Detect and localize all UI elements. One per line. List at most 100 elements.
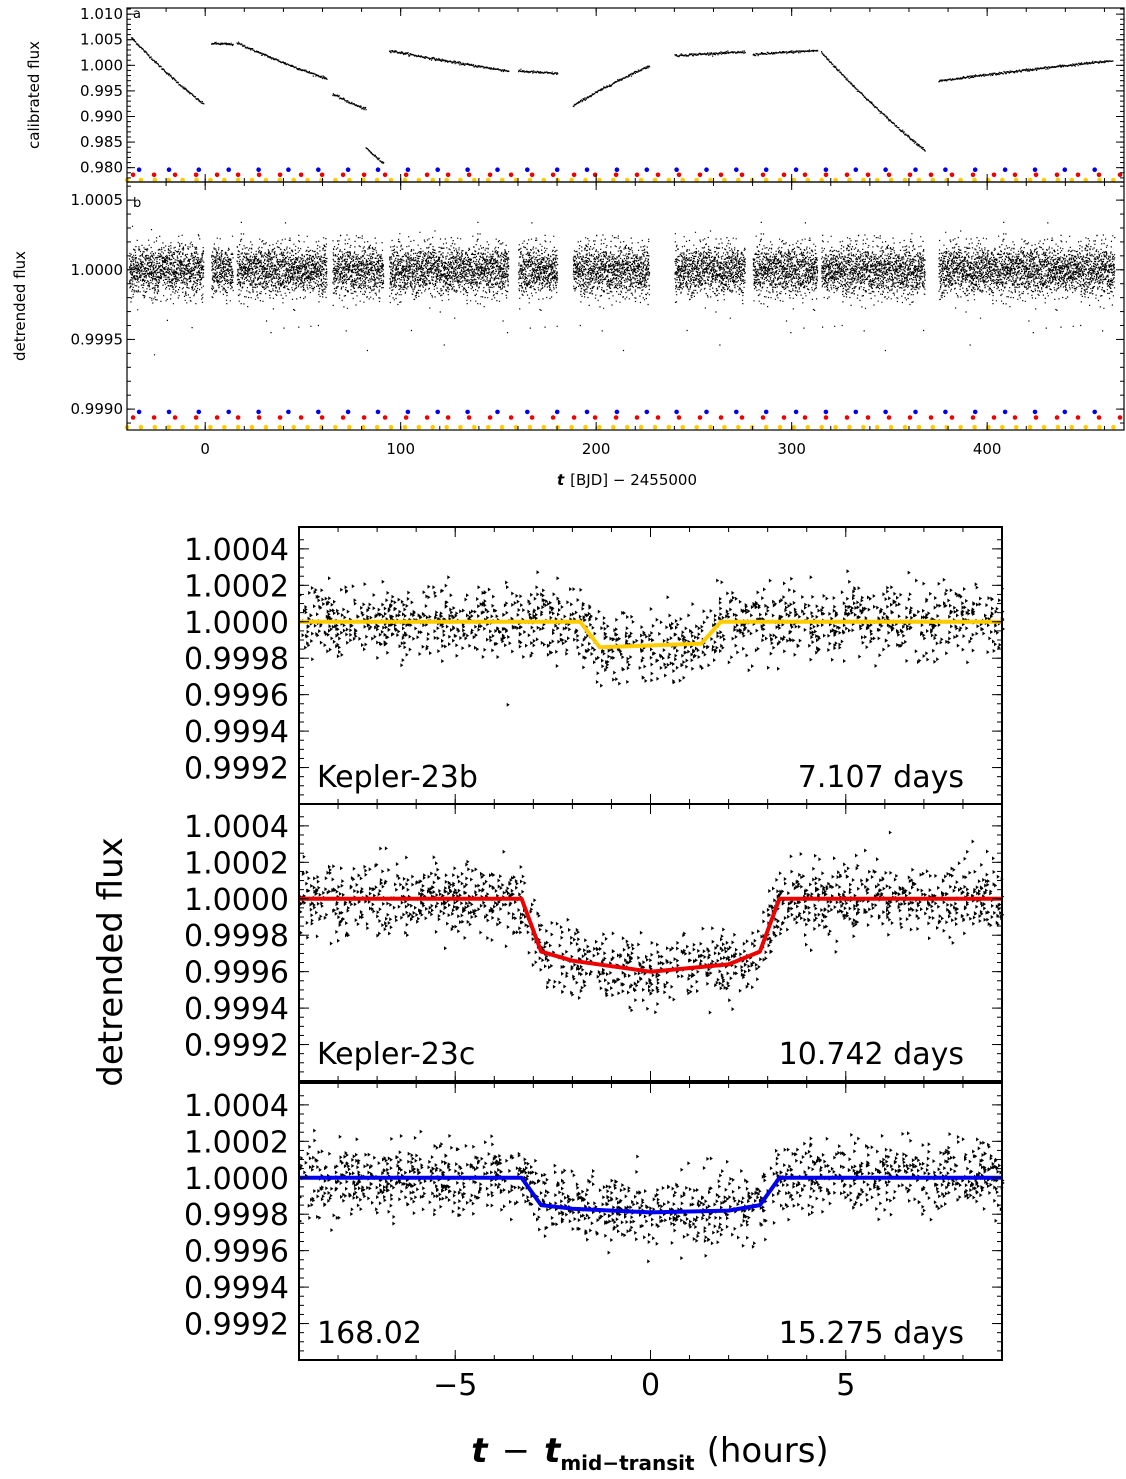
transit-marker bbox=[943, 409, 948, 415]
transit-marker bbox=[340, 415, 346, 420]
panel-a-ytick-label: 0.995 bbox=[80, 82, 123, 100]
transit-marker bbox=[736, 177, 741, 183]
transit-marker bbox=[487, 415, 493, 420]
transit-marker bbox=[694, 424, 699, 430]
transit-marker bbox=[361, 172, 367, 178]
folded-points-kepler-23b bbox=[299, 569, 1005, 707]
transit-marker bbox=[388, 177, 394, 183]
transit-marker bbox=[298, 415, 304, 420]
transit-marker bbox=[874, 177, 880, 183]
transit-marker bbox=[708, 177, 713, 183]
transit-marker bbox=[655, 172, 661, 178]
folded-ytick-label: 0.9998 bbox=[184, 919, 289, 954]
transit-marker bbox=[445, 415, 451, 420]
panel-a-frame bbox=[126, 7, 1125, 183]
panel-a-calibrated-flux: 1.010 1.005 1.000 0.995 0.990 0.985 0.980 a ca… bbox=[25, 5, 1125, 183]
transit-marker bbox=[1117, 172, 1123, 178]
transit-marker bbox=[718, 415, 724, 420]
transit-marker bbox=[1032, 409, 1038, 415]
transit-marker bbox=[374, 424, 380, 430]
transit-marker bbox=[676, 415, 682, 420]
transit-marker bbox=[624, 177, 630, 183]
transit-marker bbox=[928, 415, 934, 420]
transit-marker bbox=[644, 167, 650, 172]
transit-marker bbox=[316, 409, 321, 415]
transit-marker bbox=[226, 167, 231, 172]
folded-ytick-label: 1.0000 bbox=[184, 606, 289, 641]
transit-marker bbox=[886, 415, 892, 420]
transit-model-kepler-23b bbox=[299, 619, 1002, 650]
transit-marker bbox=[1097, 177, 1102, 183]
transit-marker bbox=[130, 415, 136, 420]
transit-marker bbox=[583, 177, 588, 183]
folded-xtick-label: 5 bbox=[836, 1368, 855, 1403]
transit-marker bbox=[638, 424, 644, 430]
transit-marker bbox=[1027, 424, 1033, 430]
transit-marker bbox=[972, 177, 977, 183]
transit-marker bbox=[277, 172, 283, 178]
transit-marker bbox=[597, 177, 602, 183]
transit-marker bbox=[1012, 415, 1018, 420]
transit-marker bbox=[652, 424, 658, 430]
transit-marker bbox=[465, 167, 470, 172]
transit-marker bbox=[527, 177, 533, 183]
transit-marker bbox=[704, 409, 709, 415]
transit-marker bbox=[1013, 177, 1019, 183]
panel-b-xtick-label: 0 bbox=[200, 440, 210, 458]
transit-marker bbox=[781, 172, 787, 178]
transit-marker bbox=[138, 424, 144, 430]
transit-marker bbox=[655, 415, 661, 420]
transit-marker bbox=[222, 177, 227, 183]
transit-marker bbox=[1083, 424, 1088, 430]
transit-marker bbox=[485, 177, 491, 183]
transit-marker bbox=[485, 424, 491, 430]
transit-marker bbox=[694, 177, 699, 183]
transit-marker bbox=[865, 415, 871, 420]
transit-marker bbox=[793, 409, 799, 415]
transit-marker bbox=[913, 167, 918, 172]
panel-b-ytick-label: 0.9990 bbox=[71, 400, 124, 418]
transit-marker bbox=[666, 424, 672, 430]
folded-panel-168-02: 1.00041.00021.00000.99980.99960.99940.99… bbox=[184, 1082, 1005, 1361]
folded-ytick-label: 1.0000 bbox=[184, 1162, 289, 1197]
transit-marker bbox=[1062, 167, 1068, 172]
transit-marker bbox=[416, 424, 422, 430]
transit-marker bbox=[430, 424, 436, 430]
transit-marker bbox=[152, 177, 158, 183]
transit-marker bbox=[865, 172, 871, 178]
transit-marker bbox=[554, 409, 560, 415]
transit-marker bbox=[525, 167, 530, 172]
transit-marker bbox=[569, 177, 574, 183]
transit-marker bbox=[435, 409, 441, 415]
transit-marker bbox=[286, 409, 291, 415]
transit-marker bbox=[256, 172, 262, 178]
folded-ytick-label: 0.9992 bbox=[184, 1029, 289, 1064]
transit-marker bbox=[172, 172, 178, 178]
transit-marker bbox=[805, 424, 811, 430]
transit-marker bbox=[166, 177, 171, 183]
transit-marker bbox=[805, 177, 811, 183]
transit-marker bbox=[634, 172, 640, 178]
transit-marker bbox=[193, 172, 199, 178]
transit-marker bbox=[913, 409, 918, 415]
transit-marker bbox=[916, 424, 922, 430]
transit-marker bbox=[1069, 424, 1075, 430]
transit-marker bbox=[722, 424, 727, 430]
transit-marker bbox=[972, 409, 978, 415]
transit-marker bbox=[1012, 172, 1018, 178]
transit-marker bbox=[495, 409, 500, 415]
transit-marker bbox=[853, 167, 859, 172]
transit-marker bbox=[638, 177, 644, 183]
transit-marker bbox=[382, 172, 388, 178]
transit-marker bbox=[403, 415, 409, 420]
transit-marker bbox=[949, 172, 955, 178]
folded-ytick-label: 0.9994 bbox=[184, 992, 289, 1027]
panel-b-frame bbox=[126, 181, 1125, 431]
transit-marker bbox=[316, 167, 321, 172]
transit-marker bbox=[319, 172, 325, 178]
transit-marker bbox=[180, 424, 185, 430]
transit-marker bbox=[1033, 172, 1039, 178]
folded-ytick-label: 1.0002 bbox=[184, 846, 289, 881]
folded-ytick-label: 0.9992 bbox=[184, 752, 289, 787]
transit-marker bbox=[345, 409, 351, 415]
